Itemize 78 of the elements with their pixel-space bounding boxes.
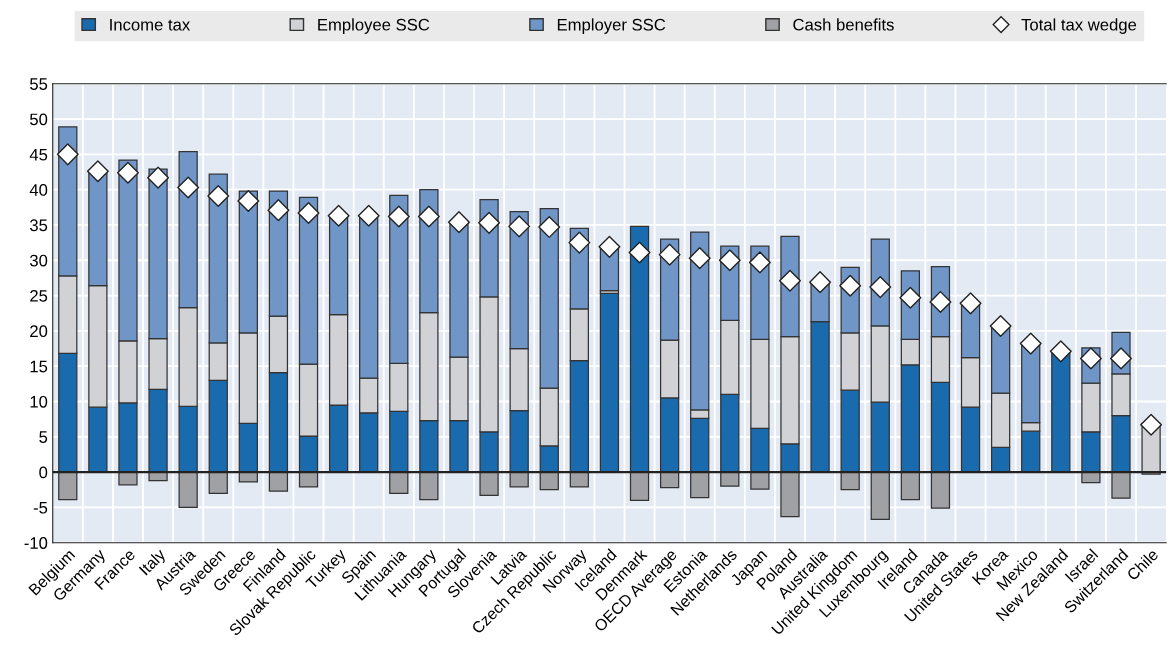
bar xyxy=(389,471,409,494)
bar xyxy=(750,471,770,490)
point xyxy=(568,231,591,254)
point xyxy=(267,199,290,222)
point xyxy=(56,143,79,166)
point xyxy=(869,276,892,299)
point xyxy=(658,243,681,266)
bar xyxy=(629,225,650,473)
point xyxy=(207,185,230,208)
point xyxy=(598,235,621,258)
y-tick-label: 10 xyxy=(30,395,48,408)
y-tick-label: 50 xyxy=(30,113,48,126)
bar xyxy=(208,471,228,494)
point xyxy=(718,249,741,272)
bar xyxy=(419,471,439,501)
y-tick-label: 45 xyxy=(29,148,48,161)
point xyxy=(989,314,1012,337)
point xyxy=(778,269,801,292)
y-tick-label: 15 xyxy=(30,360,48,373)
y-tick-label: 35 xyxy=(29,219,48,232)
bar xyxy=(900,471,921,501)
point xyxy=(387,205,410,228)
bar xyxy=(930,471,951,509)
y-tick-label: -5 xyxy=(33,501,48,514)
point xyxy=(1140,413,1163,436)
point xyxy=(748,251,771,274)
bar xyxy=(479,471,499,497)
point xyxy=(478,211,501,234)
bar xyxy=(840,471,860,491)
point xyxy=(1049,340,1072,363)
point xyxy=(839,274,862,297)
point xyxy=(177,176,200,199)
y-tick-label: 55 xyxy=(30,78,48,90)
legend-label: Total tax wedge xyxy=(1021,18,1137,34)
point xyxy=(1019,332,1042,355)
bar xyxy=(58,471,78,501)
point xyxy=(628,241,651,264)
legend-label: Employer SSC xyxy=(557,18,666,34)
point xyxy=(116,161,139,184)
y-tick-label: 0 xyxy=(39,466,48,479)
bar xyxy=(599,292,620,473)
y-tick-label: -10 xyxy=(24,537,48,549)
point xyxy=(929,290,952,313)
bar xyxy=(629,471,650,501)
y-tick-label: 5 xyxy=(39,431,48,443)
point xyxy=(147,166,170,189)
legend-label: Employee SSC xyxy=(318,18,430,34)
point xyxy=(86,160,109,183)
bar xyxy=(870,471,890,521)
point xyxy=(327,204,350,227)
y-tick-label: 20 xyxy=(30,325,48,338)
bar xyxy=(780,471,800,518)
bar xyxy=(720,471,740,487)
point xyxy=(809,271,832,294)
point xyxy=(688,247,711,270)
y-tick-label: 30 xyxy=(29,254,48,267)
bar xyxy=(509,471,529,488)
bar xyxy=(569,471,590,488)
point xyxy=(297,201,320,224)
bar xyxy=(118,471,138,486)
bar xyxy=(178,471,198,509)
point xyxy=(899,286,922,309)
legend-label: Cash benefits xyxy=(793,18,894,31)
legend-label: Income tax xyxy=(110,18,191,31)
point xyxy=(959,292,982,315)
y-tick-label: 40 xyxy=(29,184,48,196)
y-tick-label: 25 xyxy=(30,289,48,302)
point xyxy=(538,216,561,239)
point xyxy=(1110,347,1132,370)
bar xyxy=(690,471,710,499)
point xyxy=(447,211,470,234)
point xyxy=(1079,347,1102,370)
bar xyxy=(1051,350,1071,473)
point xyxy=(237,189,260,212)
point xyxy=(357,204,380,227)
bar xyxy=(268,471,289,492)
bar xyxy=(298,471,319,488)
bar xyxy=(1111,471,1131,499)
